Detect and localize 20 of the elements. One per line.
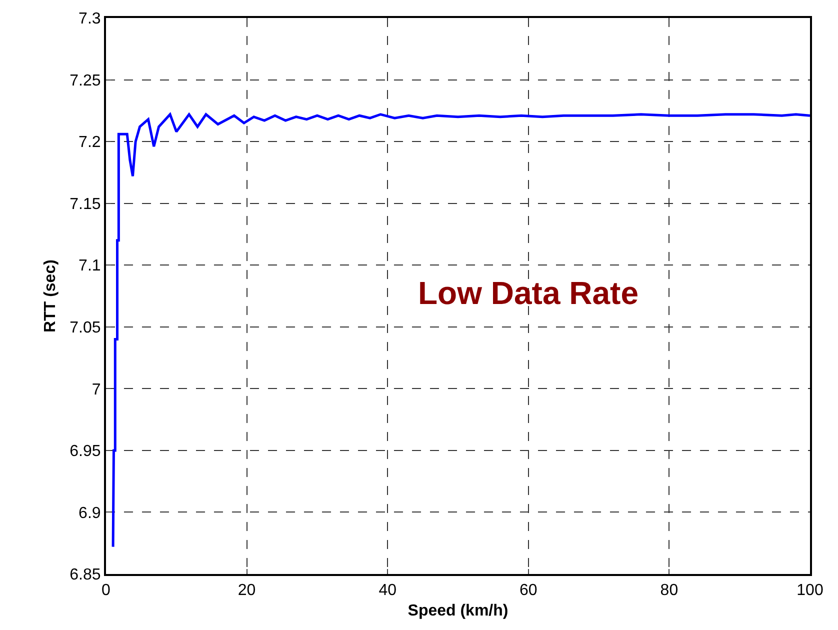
y-tick-label: 6.95 [70,443,101,460]
y-axis-title: RTT (sec) [42,260,60,332]
y-tick-label: 7.25 [70,72,101,90]
y-tick-label: 7.3 [78,10,101,28]
x-tick-label: 100 [796,582,824,600]
y-tick-label: 7.15 [70,196,101,213]
y-tick-label: 7.05 [70,319,101,336]
x-tick-label: 40 [378,582,397,600]
x-tick-label: 0 [102,582,111,600]
annotation: Low Data Rate [418,275,638,311]
y-tick-label: 7 [92,381,101,398]
x-tick-label: 80 [660,582,678,600]
x-tick-label: 20 [238,582,256,600]
y-tick-label: 7.1 [78,258,101,275]
y-tick-label: 6.85 [70,566,101,584]
y-tick-label: 7.2 [78,134,101,152]
x-tick-label: 60 [520,582,538,600]
line-series [112,113,810,548]
y-tick-label: 6.9 [78,504,101,522]
x-axis-title: Speed (km/h) [408,602,508,620]
